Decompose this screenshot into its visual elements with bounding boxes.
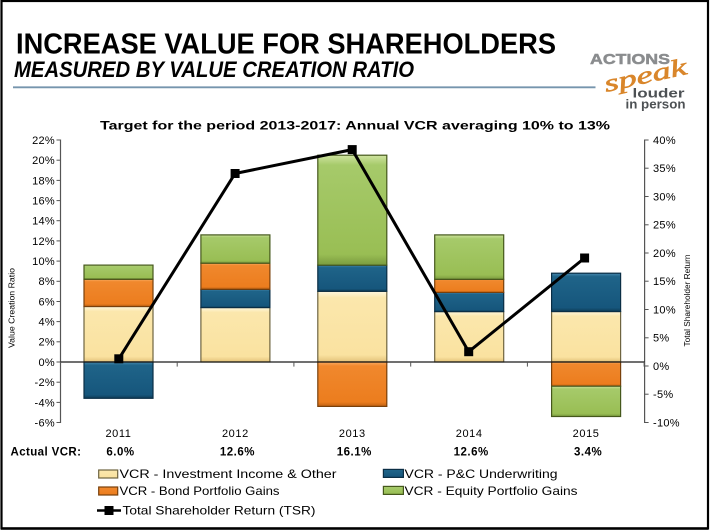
svg-text:Total Shareholder Return (TSR): Total Shareholder Return (TSR) <box>123 504 316 518</box>
svg-text:22%: 22% <box>32 135 55 147</box>
svg-text:30%: 30% <box>653 191 676 203</box>
svg-text:0%: 0% <box>39 357 56 369</box>
svg-text:40%: 40% <box>653 135 676 147</box>
svg-text:5%: 5% <box>653 333 670 345</box>
svg-text:VCR - Bond Portfolio Gains: VCR - Bond Portfolio Gains <box>120 484 280 498</box>
svg-text:3.4%: 3.4% <box>574 447 602 459</box>
svg-text:15%: 15% <box>653 276 676 288</box>
svg-text:16%: 16% <box>32 196 55 208</box>
svg-text:-5%: -5% <box>653 389 673 401</box>
svg-text:12.6%: 12.6% <box>454 447 489 459</box>
svg-text:ACTIONS: ACTIONS <box>590 51 670 68</box>
svg-text:10%: 10% <box>653 304 676 316</box>
svg-text:Value Creation Ratio: Value Creation Ratio <box>7 268 17 348</box>
svg-text:20%: 20% <box>653 248 676 260</box>
svg-text:8%: 8% <box>39 276 56 288</box>
svg-text:12%: 12% <box>32 236 55 248</box>
svg-text:6%: 6% <box>39 296 56 308</box>
svg-text:4%: 4% <box>39 317 56 329</box>
svg-text:2%: 2% <box>39 337 56 349</box>
svg-text:VCR - P&C Underwriting: VCR - P&C Underwriting <box>405 467 558 481</box>
svg-text:VCR - Equity Portfolio Gains: VCR - Equity Portfolio Gains <box>405 484 578 498</box>
svg-text:12.6%: 12.6% <box>220 447 255 459</box>
svg-text:INCREASE VALUE FOR SHAREHOLDER: INCREASE VALUE FOR SHAREHOLDERS <box>16 29 556 61</box>
svg-text:-2%: -2% <box>35 377 55 389</box>
svg-text:Total Shareholder Return: Total Shareholder Return <box>682 254 692 346</box>
svg-text:-10%: -10% <box>653 417 680 429</box>
svg-text:16.1%: 16.1% <box>337 447 372 459</box>
svg-text:20%: 20% <box>32 155 55 167</box>
svg-text:Target for the period 2013-201: Target for the period 2013-2017: Annual … <box>100 121 610 133</box>
svg-text:MEASURED BY VALUE CREATION RAT: MEASURED BY VALUE CREATION RATIO <box>14 57 414 82</box>
svg-text:-6%: -6% <box>35 417 55 429</box>
svg-text:6.0%: 6.0% <box>106 447 134 459</box>
svg-text:in person: in person <box>626 96 686 111</box>
svg-text:2014: 2014 <box>456 428 483 440</box>
svg-text:louder: louder <box>633 85 685 100</box>
svg-text:14%: 14% <box>32 216 55 228</box>
svg-text:VCR - Investment Income & Othe: VCR - Investment Income & Other <box>120 467 337 481</box>
svg-text:2011: 2011 <box>105 428 131 440</box>
svg-text:18%: 18% <box>32 175 55 187</box>
svg-text:35%: 35% <box>653 163 676 175</box>
svg-text:0%: 0% <box>653 361 670 373</box>
svg-text:Actual VCR:: Actual VCR: <box>11 447 82 459</box>
svg-text:2013: 2013 <box>339 428 366 440</box>
svg-text:-4%: -4% <box>35 397 55 409</box>
svg-text:2012: 2012 <box>222 428 249 440</box>
svg-text:2015: 2015 <box>573 428 600 440</box>
svg-text:10%: 10% <box>32 256 55 268</box>
svg-text:25%: 25% <box>653 220 676 232</box>
